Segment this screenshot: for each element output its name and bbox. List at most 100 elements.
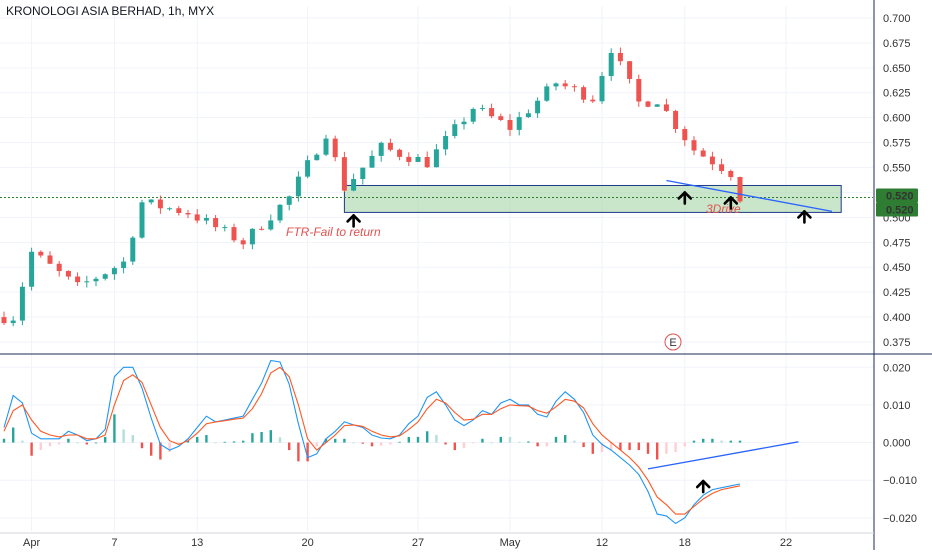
macd-histogram-bar <box>462 442 466 449</box>
macd-histogram-bar <box>315 442 318 447</box>
macd-tick-label: −0.010 <box>883 475 917 487</box>
macd-tick-label: 0.010 <box>883 400 911 412</box>
candle-body <box>167 208 173 210</box>
macd-histogram-bar <box>472 442 475 444</box>
x-tick-label: 18 <box>679 537 691 549</box>
candle-body <box>121 261 127 269</box>
candle-body <box>332 138 338 158</box>
macd-tick-label: 0.000 <box>883 438 911 450</box>
candle-body <box>194 214 200 221</box>
macd-histogram-bar <box>702 438 705 443</box>
macd-histogram-bar <box>619 442 622 451</box>
candle-body <box>10 320 16 324</box>
macd-histogram-bar <box>591 442 594 454</box>
candle-body <box>29 251 35 287</box>
macd-histogram-bar <box>186 440 190 443</box>
candle-body <box>75 276 81 283</box>
x-tick-label: May <box>500 537 521 549</box>
macd-histogram-bar <box>140 442 144 449</box>
candle-body <box>599 75 605 102</box>
candle-body <box>305 160 311 177</box>
candle-body <box>571 86 577 88</box>
candle-body <box>654 104 660 107</box>
candle-body <box>397 149 403 157</box>
candle-body <box>19 286 25 321</box>
macd-histogram-bar <box>150 442 153 456</box>
macd-histogram-bar <box>564 435 567 443</box>
candle-body <box>277 204 283 221</box>
macd-histogram-bar <box>242 440 245 443</box>
x-tick-label: 20 <box>301 537 313 549</box>
macd-histogram-bar <box>177 442 180 445</box>
candle-body <box>111 268 117 275</box>
price-tick-label: 0.700 <box>883 13 911 25</box>
x-tick-label: 13 <box>191 537 203 549</box>
macd-histogram-bar <box>232 441 236 443</box>
macd-histogram-bar <box>637 442 640 451</box>
macd-histogram-bar <box>94 442 98 444</box>
price-tick-label: 0.625 <box>883 88 911 100</box>
candle-body <box>544 86 550 101</box>
macd-histogram-bar <box>352 442 355 444</box>
macd-histogram-bar <box>582 442 585 448</box>
support-zone <box>343 184 842 213</box>
macd-histogram-bar <box>131 435 134 443</box>
candle-body <box>203 218 209 221</box>
candle-body <box>627 61 633 79</box>
macd-histogram-bar <box>656 442 659 460</box>
price-tag-label: 0.520 <box>886 204 914 216</box>
candle-body <box>728 170 734 178</box>
macd-histogram-bar <box>251 433 254 443</box>
macd-histogram-bar <box>269 430 272 443</box>
macd-histogram-bar <box>554 436 558 443</box>
candle-body <box>240 240 246 245</box>
macd-histogram-bar <box>398 441 401 443</box>
up-arrow-icon <box>723 196 739 210</box>
candle-body <box>314 154 320 161</box>
candle-body <box>516 117 522 130</box>
candle-body <box>360 167 366 180</box>
price-tag-label: 0.520 <box>886 190 914 202</box>
macd-histogram-bar <box>490 442 493 444</box>
candle-body <box>222 227 228 229</box>
candle-body <box>535 100 541 114</box>
macd-histogram-bar <box>67 438 70 443</box>
macd-tick-label: −0.020 <box>883 513 917 525</box>
x-tick-label: 27 <box>412 537 424 549</box>
macd-histogram-bar <box>610 442 613 451</box>
macd-histogram-bar <box>104 436 107 443</box>
macd-histogram-bar <box>159 442 162 460</box>
price-tick-label: 0.400 <box>883 312 911 324</box>
up-arrow-icon <box>797 210 812 224</box>
candle-body <box>65 271 71 277</box>
candle-body <box>295 176 301 197</box>
candle-body <box>590 99 596 102</box>
candlestick-series <box>1 47 743 327</box>
price-trendline <box>666 179 833 213</box>
macd-histogram-bar <box>738 440 742 443</box>
macd-histogram-bar <box>380 442 383 446</box>
macd-histogram-bar <box>324 438 328 443</box>
candle-body <box>479 108 485 110</box>
macd-histogram-bar <box>545 442 548 447</box>
macd-histogram-bar <box>343 438 346 443</box>
up-arrow-icon <box>677 191 693 205</box>
candle-body <box>489 108 495 117</box>
candle-body <box>719 164 725 171</box>
price-tick-label: 0.575 <box>883 138 911 150</box>
candle-body <box>581 87 587 100</box>
candle-body <box>636 78 642 102</box>
candle-body <box>507 119 513 130</box>
macd-histogram-bar <box>334 438 337 443</box>
candle-body <box>130 237 136 262</box>
macd-histogram-bar <box>683 442 686 447</box>
macd-histogram-bar <box>453 442 456 451</box>
candle-body <box>443 136 449 150</box>
candle-body <box>461 121 467 125</box>
candle-body <box>47 255 53 264</box>
chart-title: KRONOLOGI ASIA BERHAD, 1h, MYX <box>6 4 214 18</box>
macd-histogram-bar <box>426 431 429 443</box>
macd-histogram-bar <box>729 440 732 443</box>
candle-body <box>470 108 476 122</box>
